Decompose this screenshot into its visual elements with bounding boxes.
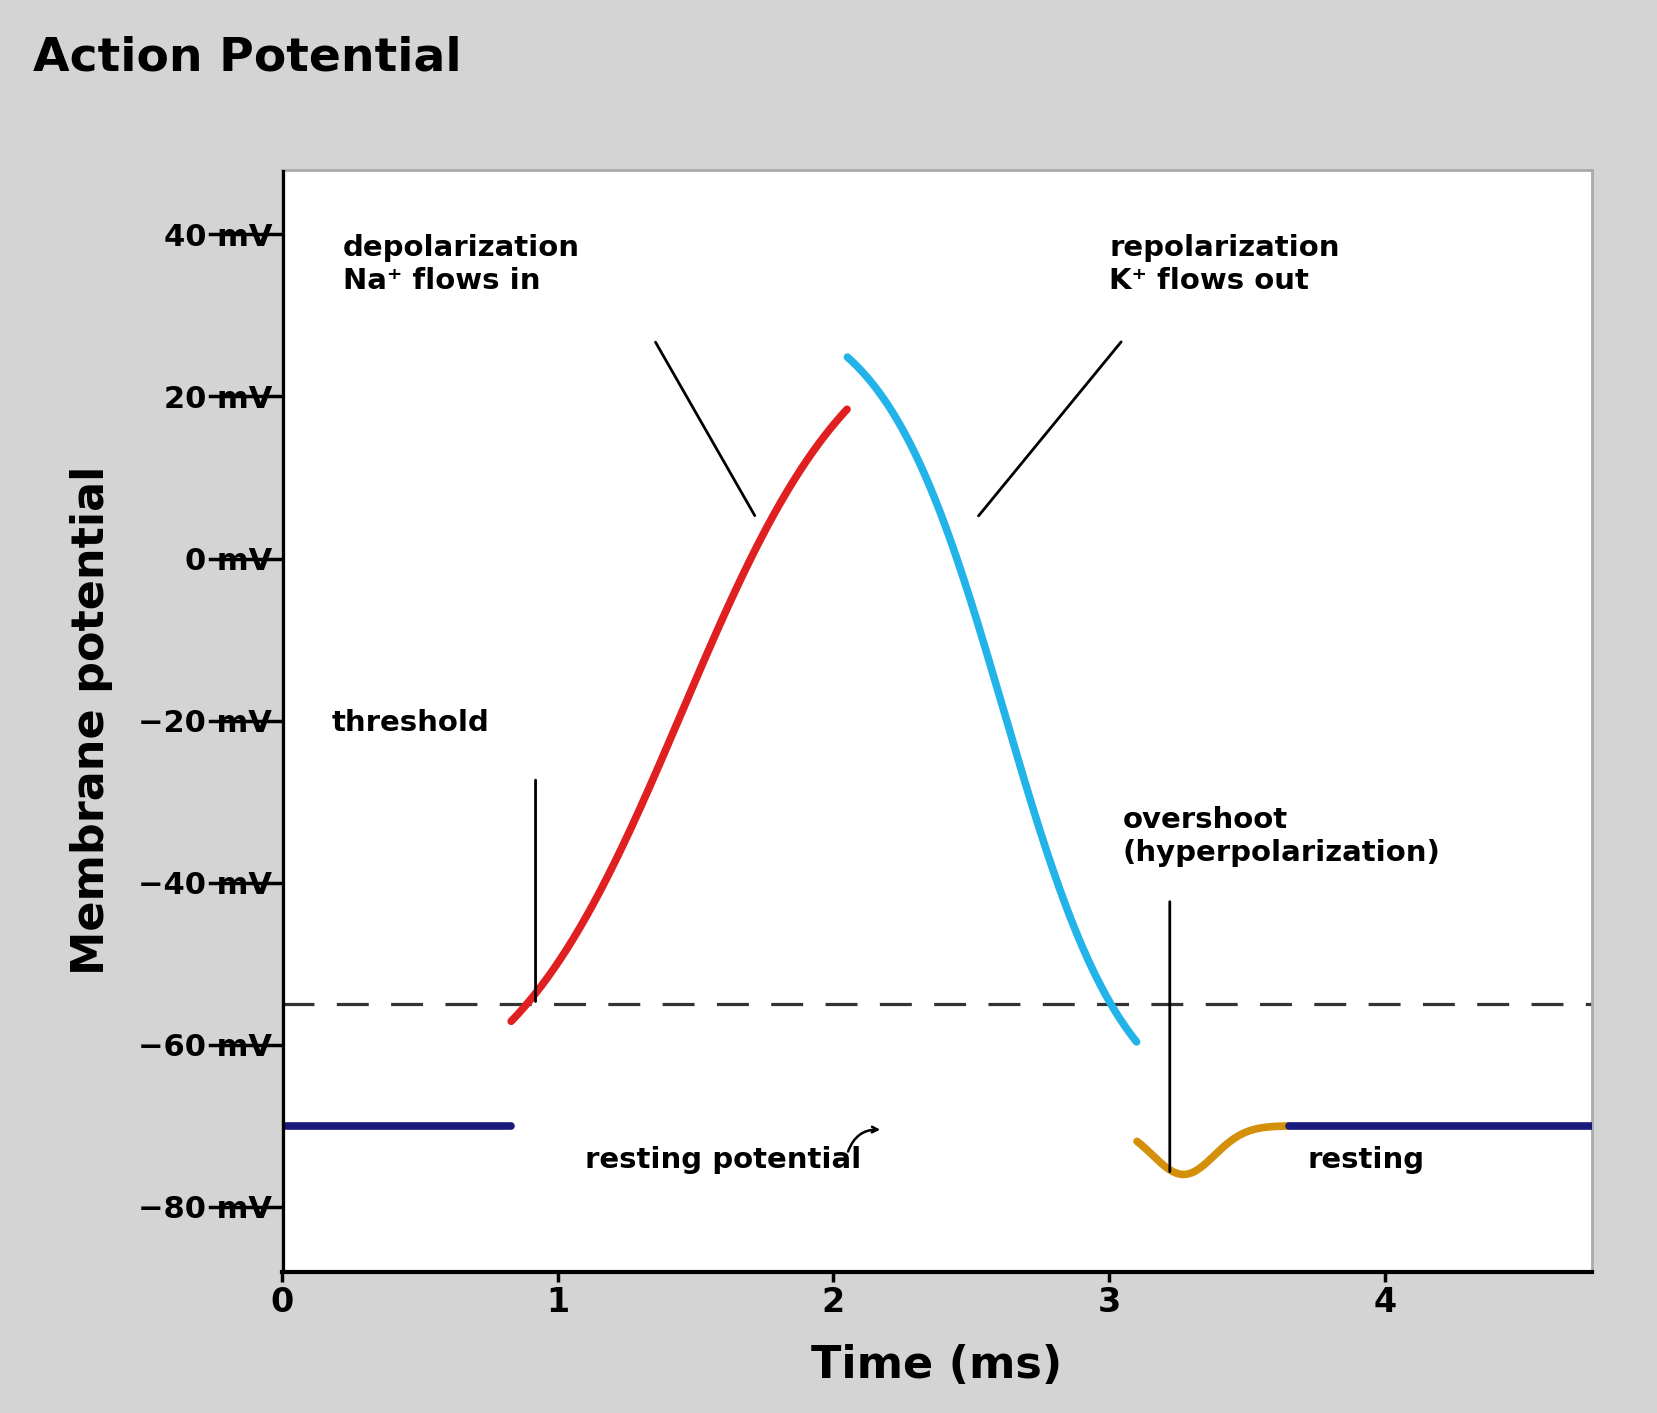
Text: resting potential: resting potential xyxy=(585,1146,860,1174)
Text: depolarization
Na⁺ flows in: depolarization Na⁺ flows in xyxy=(343,235,580,295)
Text: repolarization
K⁺ flows out: repolarization K⁺ flows out xyxy=(1109,235,1339,295)
X-axis label: Time (ms): Time (ms) xyxy=(810,1344,1062,1388)
Text: threshold: threshold xyxy=(331,709,489,736)
Y-axis label: Membrane potential: Membrane potential xyxy=(70,466,113,975)
Text: Action Potential: Action Potential xyxy=(33,35,462,81)
Text: resting: resting xyxy=(1307,1146,1423,1174)
Text: overshoot
(hyperpolarization): overshoot (hyperpolarization) xyxy=(1122,805,1440,866)
